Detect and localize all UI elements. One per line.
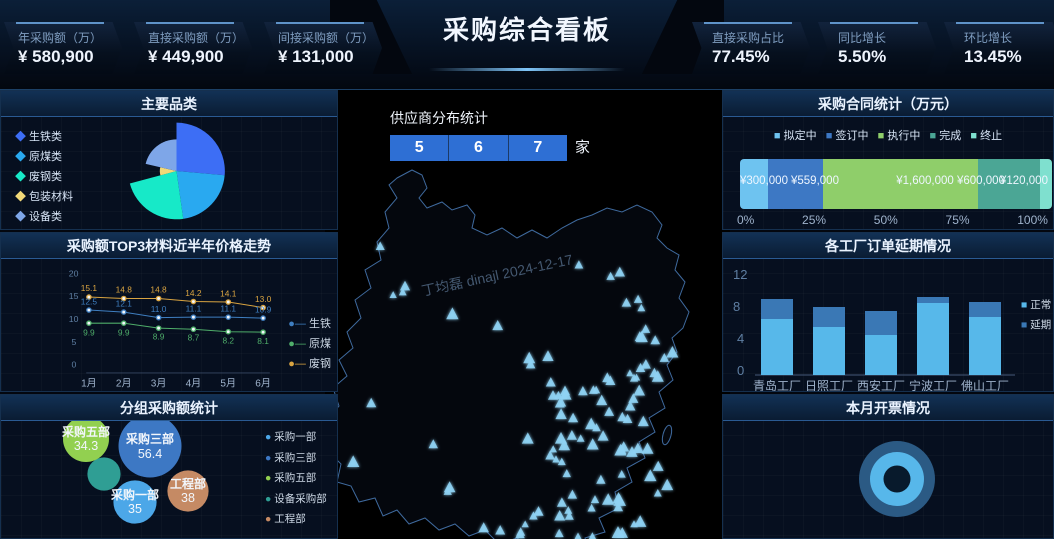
svg-text:1月: 1月 bbox=[81, 377, 97, 389]
svg-text:采购三部: 采购三部 bbox=[125, 431, 174, 446]
svg-text:0: 0 bbox=[71, 360, 76, 370]
svg-text:11.1: 11.1 bbox=[220, 303, 236, 313]
svg-text:14.8: 14.8 bbox=[150, 285, 167, 295]
svg-text:15: 15 bbox=[69, 291, 79, 301]
svg-text:采购一部: 采购一部 bbox=[110, 487, 159, 502]
svg-text:4: 4 bbox=[737, 331, 744, 346]
svg-text:工程部: 工程部 bbox=[170, 476, 206, 491]
svg-text:日照工厂: 日照工厂 bbox=[805, 379, 853, 392]
svg-text:采购五部: 采购五部 bbox=[61, 424, 110, 439]
svg-text:佛山工厂: 佛山工厂 bbox=[961, 379, 1009, 392]
svg-text:0: 0 bbox=[737, 363, 744, 378]
svg-text:青岛工厂: 青岛工厂 bbox=[753, 378, 801, 392]
svg-text:西安工厂: 西安工厂 bbox=[857, 378, 905, 392]
svg-text:12: 12 bbox=[733, 267, 747, 282]
svg-text:12.5: 12.5 bbox=[81, 297, 98, 307]
svg-text:4月: 4月 bbox=[186, 377, 202, 389]
svg-text:8.7: 8.7 bbox=[188, 333, 200, 343]
svg-text:15.1: 15.1 bbox=[81, 283, 98, 293]
svg-text:5月: 5月 bbox=[220, 377, 236, 389]
svg-text:8.2: 8.2 bbox=[222, 335, 234, 345]
svg-text:9.9: 9.9 bbox=[118, 327, 130, 337]
svg-text:9.9: 9.9 bbox=[83, 327, 95, 337]
svg-text:8: 8 bbox=[733, 299, 740, 314]
svg-text:11.0: 11.0 bbox=[151, 304, 167, 314]
svg-text:14.2: 14.2 bbox=[185, 288, 202, 298]
svg-text:6月: 6月 bbox=[255, 377, 271, 389]
svg-text:3月: 3月 bbox=[151, 377, 167, 389]
svg-text:11.1: 11.1 bbox=[186, 303, 202, 313]
svg-text:56.4: 56.4 bbox=[138, 447, 162, 461]
svg-text:5: 5 bbox=[71, 337, 76, 347]
svg-text:8.9: 8.9 bbox=[153, 331, 165, 341]
svg-text:12.1: 12.1 bbox=[116, 299, 133, 309]
svg-text:14.8: 14.8 bbox=[116, 285, 133, 295]
svg-text:10: 10 bbox=[69, 314, 79, 324]
svg-text:宁波工厂: 宁波工厂 bbox=[909, 378, 957, 392]
svg-text:38: 38 bbox=[181, 491, 195, 505]
svg-text:20: 20 bbox=[69, 268, 79, 278]
svg-text:2月: 2月 bbox=[116, 377, 132, 389]
svg-text:10.9: 10.9 bbox=[255, 305, 272, 315]
svg-text:13.0: 13.0 bbox=[255, 294, 272, 304]
svg-text:34.3: 34.3 bbox=[74, 439, 98, 453]
svg-text:14.1: 14.1 bbox=[220, 289, 237, 299]
svg-text:8.1: 8.1 bbox=[257, 336, 269, 346]
svg-text:35: 35 bbox=[128, 502, 142, 516]
